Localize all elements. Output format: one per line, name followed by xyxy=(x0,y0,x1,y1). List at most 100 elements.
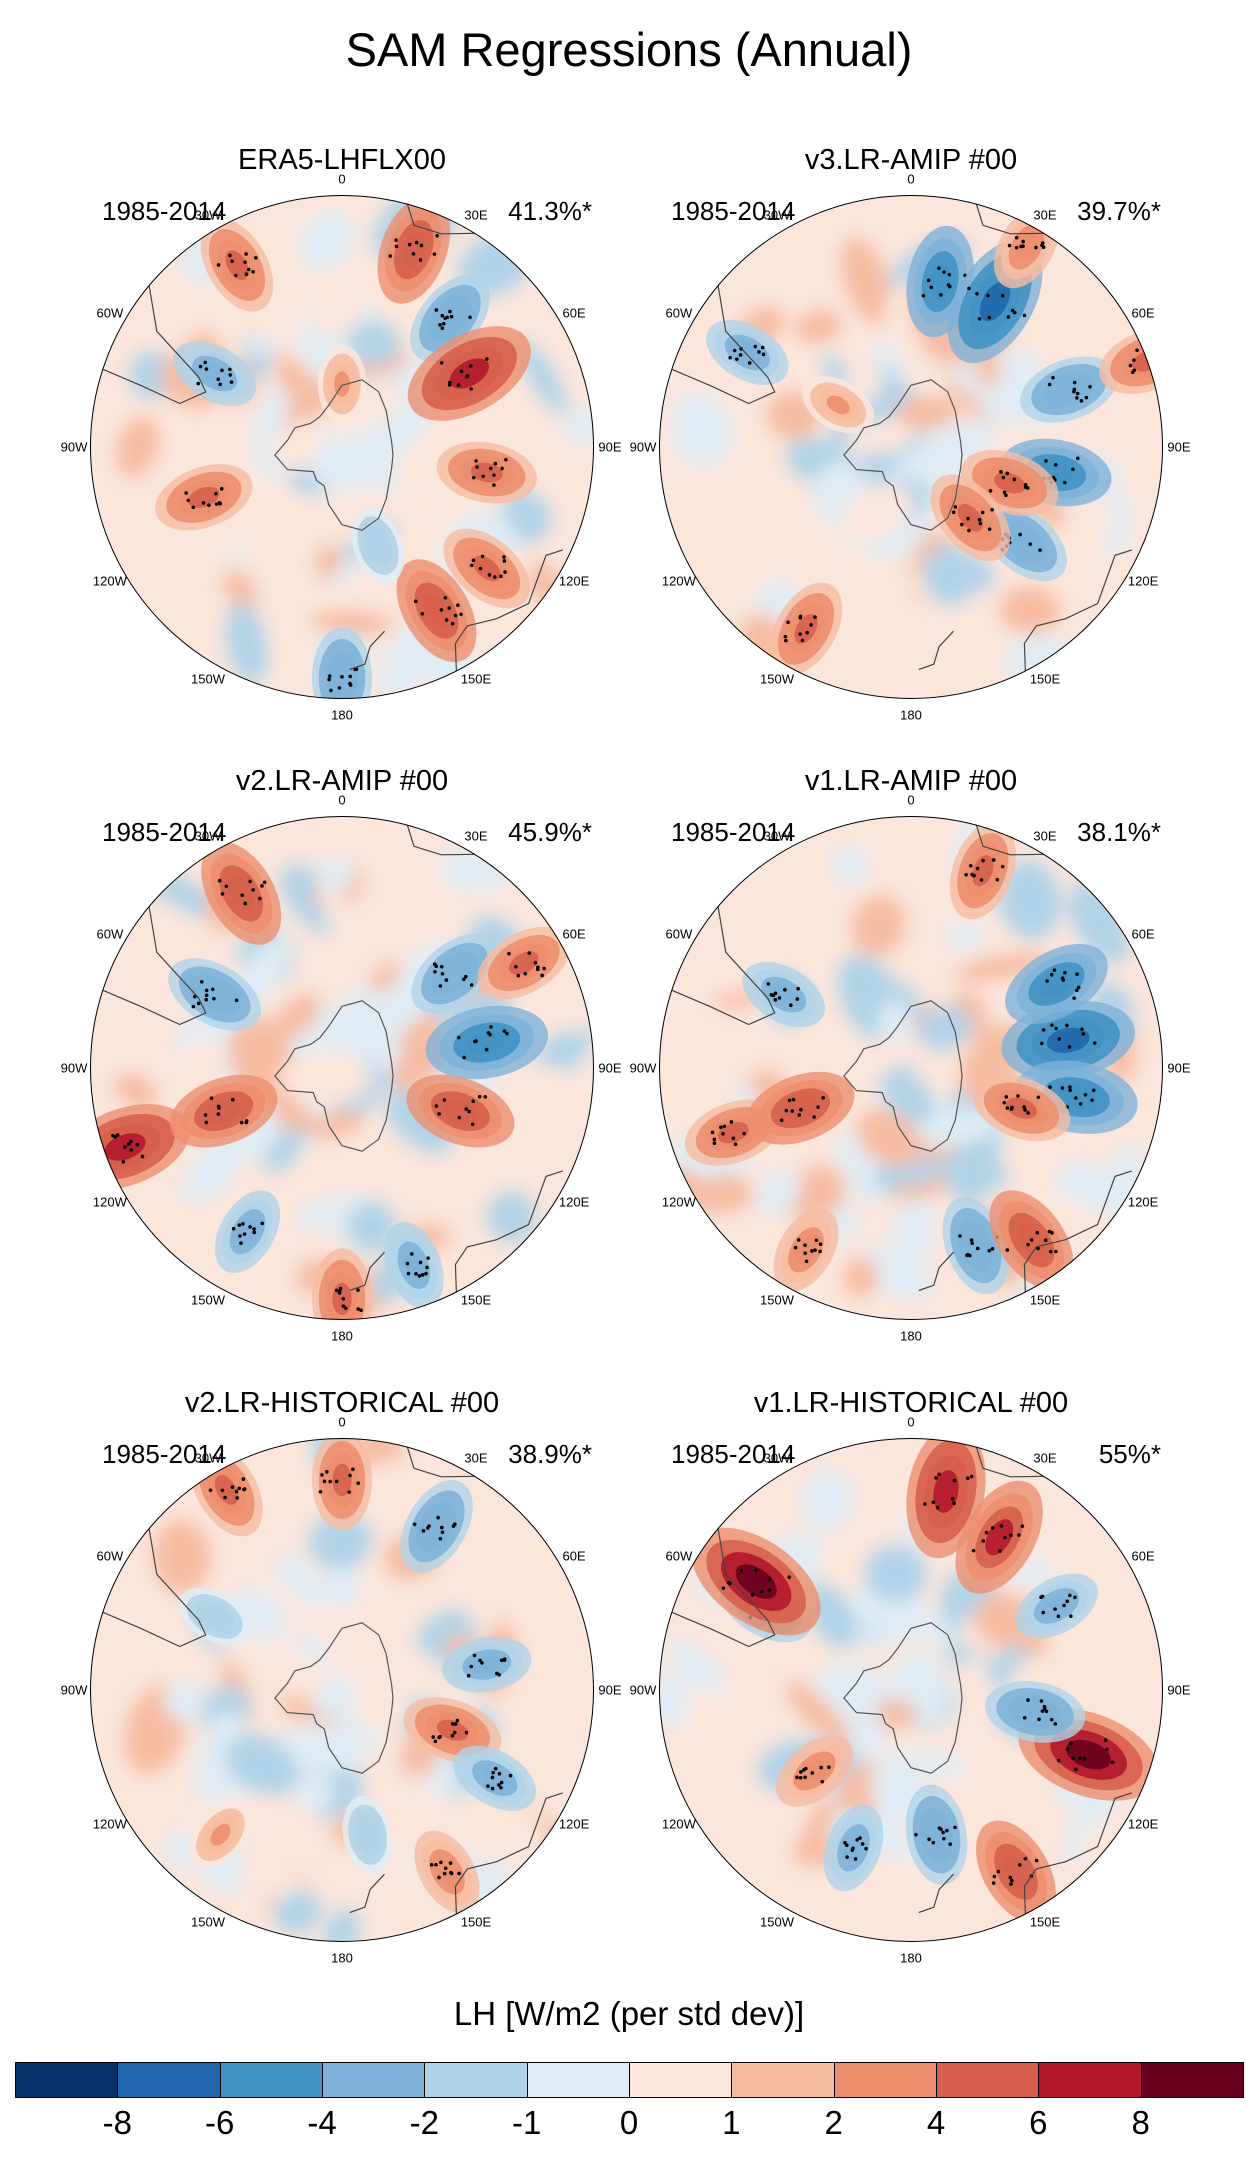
significance-dot xyxy=(998,1549,1002,1553)
anomaly-feature xyxy=(802,1759,827,1783)
significance-dot xyxy=(722,1124,727,1129)
longitude-label: 120E xyxy=(558,1194,590,1210)
continent-coastline xyxy=(406,1446,476,1478)
anomaly-feature xyxy=(794,614,818,644)
significance-dot xyxy=(990,1247,995,1251)
panel-period: 1985-2014 xyxy=(102,196,227,226)
anomaly-texture xyxy=(360,380,402,422)
significance-dot xyxy=(439,608,444,612)
significance-dot xyxy=(492,483,496,487)
significance-dot xyxy=(810,1771,815,1775)
significance-dot xyxy=(514,965,518,969)
continent-coastline xyxy=(918,1251,954,1292)
significance-dot xyxy=(1072,996,1076,1000)
significance-dot xyxy=(952,1501,956,1506)
significance-dot xyxy=(216,1112,221,1116)
significance-dot xyxy=(434,1862,438,1867)
colorbar-tick-label: -1 xyxy=(511,2104,542,2141)
longitude-label: 60W xyxy=(96,305,124,321)
anomaly-texture xyxy=(353,1678,415,1731)
significance-dot xyxy=(1072,380,1077,385)
significance-dot xyxy=(1021,239,1025,244)
significance-dot xyxy=(208,1488,213,1493)
significance-dot xyxy=(931,1500,936,1504)
anomaly-texture xyxy=(685,1673,746,1765)
significance-dot xyxy=(1157,360,1161,365)
significance-dot xyxy=(447,380,452,385)
significance-dot xyxy=(791,1097,796,1102)
map-border xyxy=(659,1438,1163,1942)
significance-dot xyxy=(204,1120,209,1125)
significance-dot xyxy=(251,269,255,274)
significance-dot xyxy=(853,1857,858,1861)
significance-dot xyxy=(459,612,463,617)
significance-dot xyxy=(805,630,809,635)
significance-dot xyxy=(1035,1230,1040,1235)
significance-dot xyxy=(987,1248,992,1253)
significance-dot xyxy=(421,1529,426,1533)
significance-dot xyxy=(1002,490,1007,495)
significance-dot xyxy=(252,1230,257,1235)
longitude-label: 90W xyxy=(60,1682,88,1698)
significance-dot xyxy=(486,1031,491,1035)
longitude-label: 90W xyxy=(629,1682,657,1698)
significance-dot xyxy=(347,1490,352,1494)
significance-dot xyxy=(243,901,247,906)
longitude-label: 0 xyxy=(907,1414,915,1430)
significance-dot xyxy=(439,1525,444,1530)
significance-dot xyxy=(516,973,521,978)
significance-dot xyxy=(1103,1738,1108,1742)
significance-dot xyxy=(234,1489,239,1494)
significance-dot xyxy=(478,1658,482,1663)
significance-dot xyxy=(504,457,508,462)
significance-dot xyxy=(440,326,445,331)
colorbar-swatch xyxy=(1038,2062,1142,2098)
significance-dot xyxy=(230,1097,235,1102)
significance-dot xyxy=(934,1476,938,1480)
continent-coastline xyxy=(975,824,1045,856)
significance-dot xyxy=(241,1477,246,1481)
significance-dot xyxy=(429,1862,434,1867)
anomaly-feature xyxy=(735,1564,777,1599)
significance-dot xyxy=(388,254,393,258)
significance-dot xyxy=(1002,1100,1007,1105)
significance-dot xyxy=(140,1154,145,1159)
significance-dot xyxy=(1040,1594,1045,1599)
significance-dot xyxy=(260,884,264,888)
colorbar-swatch xyxy=(424,2062,528,2098)
significance-dot xyxy=(233,273,238,278)
longitude-label: 150W xyxy=(191,1292,225,1308)
significance-dot xyxy=(432,962,437,967)
anomaly-texture xyxy=(921,1611,951,1652)
significance-dot xyxy=(239,1241,243,1245)
anomaly-texture xyxy=(224,1733,300,1796)
anomaly-texture xyxy=(194,1710,239,1800)
significance-dot xyxy=(477,1094,482,1099)
significance-dot xyxy=(939,1827,943,1832)
significance-dot xyxy=(1052,968,1057,972)
significance-dot xyxy=(248,879,252,884)
significance-dot xyxy=(969,1474,974,1479)
significance-dot xyxy=(1044,1709,1049,1714)
significance-dot xyxy=(942,270,946,274)
significance-dot xyxy=(337,686,342,690)
significance-dot xyxy=(804,1259,809,1264)
anomaly-feature xyxy=(359,1822,376,1848)
significance-dot xyxy=(845,1855,849,1859)
significance-dot xyxy=(827,1765,831,1769)
significance-dot xyxy=(970,1241,974,1246)
significance-dot xyxy=(1041,245,1046,249)
significance-dot xyxy=(795,997,800,1001)
longitude-label: 120E xyxy=(558,573,590,589)
longitude-label: 90W xyxy=(629,1060,657,1076)
longitude-label: 120W xyxy=(661,1194,696,1210)
continent-coastline xyxy=(454,1792,563,1915)
anomaly-texture xyxy=(668,1640,725,1693)
significance-dot xyxy=(719,1125,723,1130)
anomaly-texture xyxy=(998,860,1063,940)
anomaly-feature xyxy=(1003,1855,1029,1889)
significance-dot xyxy=(327,674,332,678)
significance-dot xyxy=(318,1489,323,1494)
colorbar-tick-label: -4 xyxy=(307,2104,337,2141)
significance-dot xyxy=(411,252,416,256)
